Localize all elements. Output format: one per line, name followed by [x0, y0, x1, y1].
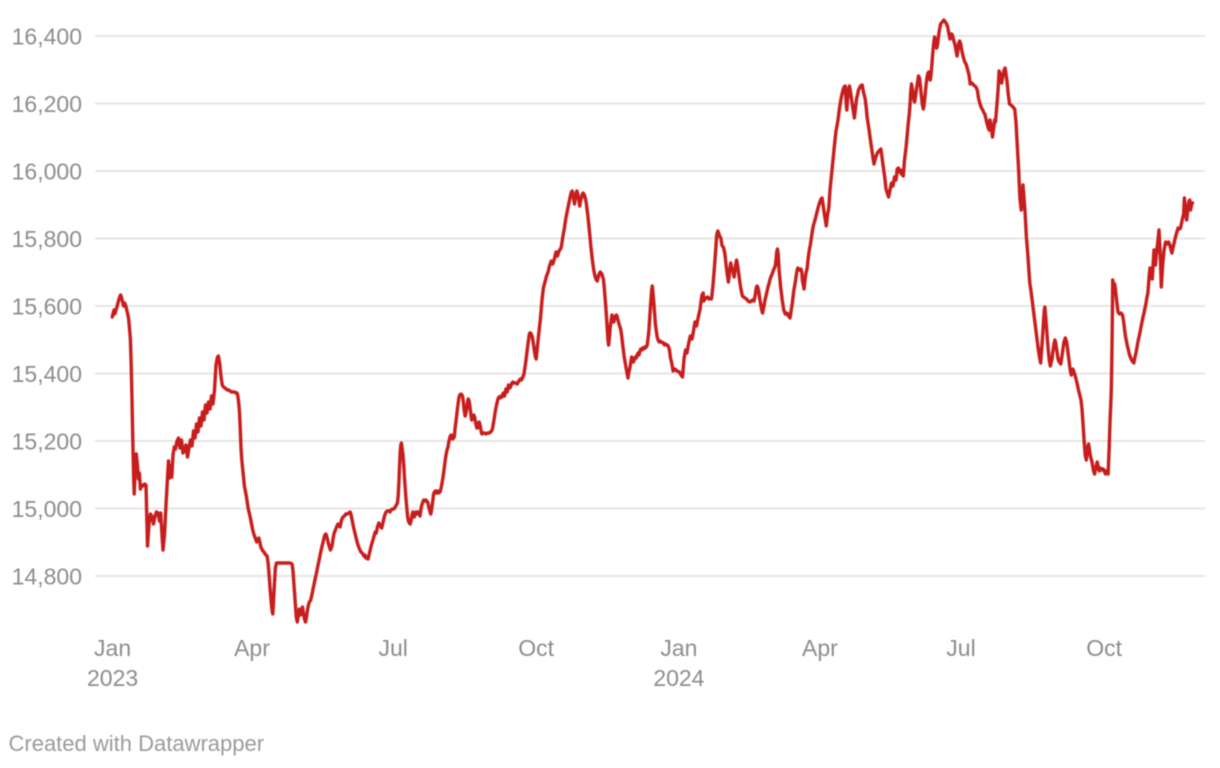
svg-text:Oct: Oct — [1086, 635, 1122, 661]
svg-text:15,200: 15,200 — [12, 428, 82, 454]
svg-text:2024: 2024 — [653, 665, 704, 691]
svg-text:Oct: Oct — [518, 635, 554, 661]
svg-text:Apr: Apr — [802, 635, 838, 661]
svg-text:16,200: 16,200 — [12, 91, 82, 117]
svg-text:14,800: 14,800 — [12, 563, 82, 589]
svg-text:Jul: Jul — [946, 635, 975, 661]
svg-text:2023: 2023 — [87, 665, 138, 691]
svg-text:15,600: 15,600 — [12, 293, 82, 319]
svg-text:Created with Datawrapper: Created with Datawrapper — [9, 731, 265, 756]
svg-text:15,400: 15,400 — [12, 361, 82, 387]
svg-text:15,000: 15,000 — [12, 496, 82, 522]
svg-text:Apr: Apr — [234, 635, 270, 661]
svg-text:Jan: Jan — [94, 635, 131, 661]
svg-text:Jul: Jul — [378, 635, 407, 661]
svg-text:16,400: 16,400 — [12, 23, 82, 49]
svg-text:Jan: Jan — [660, 635, 697, 661]
svg-text:15,800: 15,800 — [12, 226, 82, 252]
svg-text:16,000: 16,000 — [12, 158, 82, 184]
